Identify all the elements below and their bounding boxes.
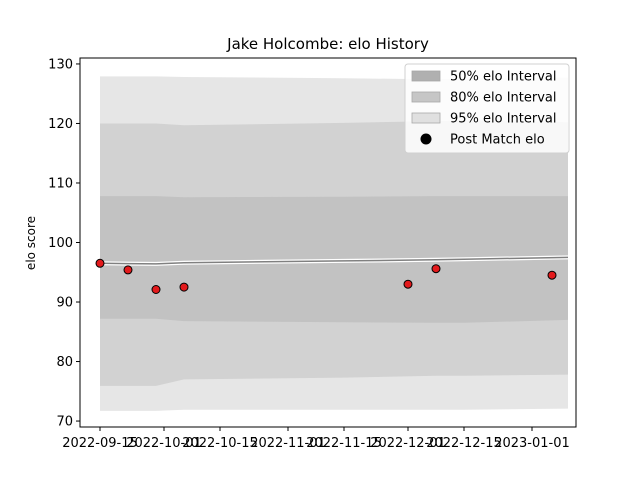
y-tick-label: 120 — [48, 117, 73, 132]
y-tick-label: 110 — [48, 176, 73, 191]
legend-swatch — [411, 91, 441, 103]
x-tick-label: 2022-09-15 — [62, 436, 138, 451]
post-match-point — [403, 279, 413, 289]
mean-elo-line — [99, 256, 569, 265]
legend-swatch — [411, 112, 441, 124]
axes: 7080901001101201302022-09-152022-10-0120… — [48, 57, 577, 451]
post-match-point — [123, 265, 133, 275]
chart-title: Jake Holcombe: elo History — [226, 35, 429, 53]
band-95-interval — [100, 76, 568, 411]
x-tick-label: 2022-12-15 — [426, 436, 502, 451]
legend-marker — [420, 133, 432, 145]
legend: 50% elo Interval 80% elo Interval 95% elo … — [404, 63, 570, 154]
post-match-point — [95, 258, 105, 268]
y-axis-label: elo score — [24, 216, 38, 270]
post-match-point — [179, 282, 189, 292]
x-tick-label: 2022-10-15 — [182, 436, 258, 451]
x-tick-label: 2023-01-01 — [494, 436, 570, 451]
y-tick-label: 80 — [56, 355, 73, 370]
x-tick-label: 2022-11-01 — [250, 436, 326, 451]
y-tick-label: 100 — [48, 236, 73, 251]
post-match-point — [547, 270, 557, 280]
plot-area — [95, 76, 569, 411]
legend-label: 50% elo Interval — [450, 70, 557, 85]
y-tick-label: 70 — [56, 415, 73, 430]
band-80-interval — [100, 120, 568, 386]
x-tick-label: 2022-12-01 — [370, 436, 446, 451]
legend-label: Post Match elo — [450, 133, 545, 148]
legend-label: 95% elo Interval — [450, 112, 557, 127]
legend-label: 80% elo Interval — [450, 91, 557, 106]
x-tick-label: 2022-11-15 — [306, 436, 382, 451]
legend-box — [404, 63, 570, 154]
post-match-point — [431, 264, 441, 274]
post-match-point — [151, 285, 161, 294]
x-tick-label: 2022-10-01 — [126, 436, 202, 451]
y-tick-label: 130 — [48, 57, 73, 72]
y-tick-label: 90 — [56, 296, 73, 311]
legend-swatch — [411, 70, 441, 82]
